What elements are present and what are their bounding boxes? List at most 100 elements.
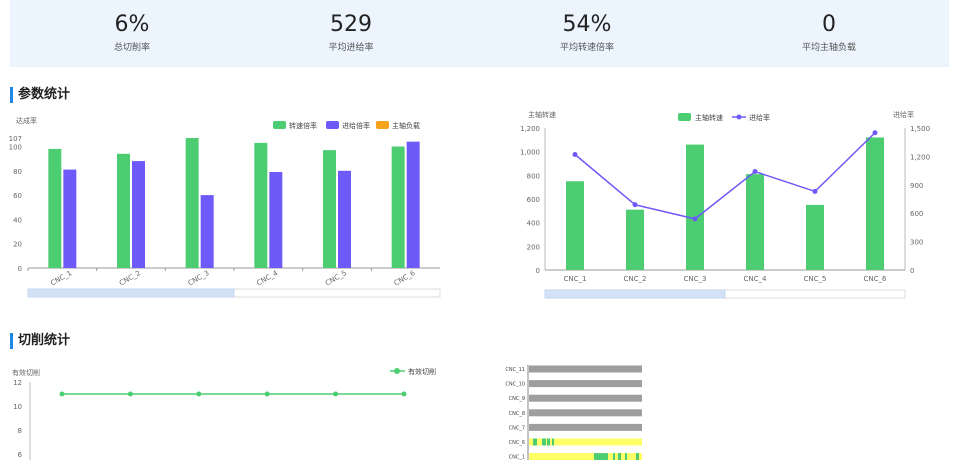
y-tick-label-left: 200 xyxy=(527,243,540,251)
section-title-cutting: 切削统计 xyxy=(10,333,70,349)
point-feed-rate xyxy=(812,188,818,194)
x-tick-label: CNC_6 xyxy=(864,275,888,283)
y-tick-label: 107 xyxy=(9,135,22,143)
x-tick-label: CNC_2 xyxy=(118,269,142,287)
datazoom-handle xyxy=(27,288,235,298)
status-bar xyxy=(529,365,642,373)
x-tick-label: CNC_2 xyxy=(624,275,647,283)
status-bar xyxy=(529,438,642,446)
y-tick-label: 80 xyxy=(13,168,22,176)
y-tick-label: CNC_6 xyxy=(509,440,525,446)
x-tick-label: CNC_4 xyxy=(255,269,279,288)
x-tick-label: CNC_5 xyxy=(324,269,348,287)
kpi-label: 平均转速倍率 xyxy=(559,43,614,53)
point-effective-cutting xyxy=(59,391,65,397)
y-tick-label: 10 xyxy=(13,403,22,411)
status-segment-running xyxy=(636,453,639,460)
legend-marker xyxy=(736,114,742,120)
kpi-value: 529 xyxy=(330,12,372,37)
y-tick-label: 100 xyxy=(9,144,22,152)
point-effective-cutting xyxy=(264,391,270,397)
bar-speed-override xyxy=(185,138,199,268)
y-tick-label-left: 1,000 xyxy=(520,149,540,157)
point-feed-rate xyxy=(752,169,758,175)
status-segment-running xyxy=(547,438,550,446)
y-axis-title-right: 进给率 xyxy=(893,110,914,119)
x-tick-label: CNC_3 xyxy=(187,269,211,287)
kpi-value: 0 xyxy=(822,12,836,37)
x-tick-label: CNC_5 xyxy=(804,275,827,283)
y-tick-label: 20 xyxy=(13,241,22,249)
kpi-label: 总切削率 xyxy=(113,43,150,53)
legend-label: 有效切削 xyxy=(408,367,436,376)
y-tick-label: CNC_1 xyxy=(509,455,525,460)
legend-marker xyxy=(394,368,400,374)
bar-spindle-speed xyxy=(746,174,764,270)
status-bar xyxy=(529,453,642,460)
y-axis-title-left: 主轴转速 xyxy=(528,110,556,119)
bar-feed-override xyxy=(63,169,77,268)
status-segment-running xyxy=(552,438,554,446)
line-feed-rate xyxy=(574,132,876,220)
status-segment-running xyxy=(618,453,621,460)
status-bar xyxy=(529,394,642,402)
y-tick-label: CNC_8 xyxy=(509,411,525,417)
y-tick-label-left: 1,200 xyxy=(520,125,540,133)
bar-speed-override xyxy=(391,146,405,268)
legend-label: 主轴负载 xyxy=(392,121,420,130)
bar-speed-override xyxy=(254,142,268,268)
x-tick-label: CNC_3 xyxy=(684,275,707,283)
y-tick-label-left: 0 xyxy=(536,267,540,275)
y-tick-label-left: 400 xyxy=(527,220,540,228)
point-feed-rate xyxy=(692,216,698,222)
datazoom-handle xyxy=(544,289,726,299)
y-axis-title: 达成率 xyxy=(16,116,37,125)
y-tick-label-left: 800 xyxy=(527,172,540,180)
x-tick-label: CNC_6 xyxy=(393,269,417,288)
status-bar xyxy=(529,380,642,388)
point-effective-cutting xyxy=(401,391,407,397)
kpi-value: 54% xyxy=(562,12,612,37)
x-tick-label: CNC_4 xyxy=(744,275,768,283)
legend-swatch xyxy=(273,121,286,129)
section-title-params: 参数统计 xyxy=(10,87,70,103)
bar-spindle-speed xyxy=(866,137,884,270)
point-feed-rate xyxy=(872,130,878,136)
bar-spindle-speed xyxy=(806,204,824,270)
legend-label: 转速倍率 xyxy=(289,121,317,130)
bar-speed-override xyxy=(48,148,62,268)
legend-label: 进给倍率 xyxy=(342,121,370,130)
bar-feed-override xyxy=(132,161,145,268)
kpi-label: 平均主轴负载 xyxy=(801,43,856,53)
bar-feed-override xyxy=(338,170,351,268)
point-feed-rate xyxy=(632,202,638,208)
y-tick-label-right: 1,200 xyxy=(910,153,930,161)
y-tick-label: 6 xyxy=(18,451,23,459)
y-tick-label-right: 300 xyxy=(910,239,923,247)
y-tick-label: 8 xyxy=(18,427,22,435)
legend-swatch xyxy=(678,113,691,121)
spindle-feed-chart[interactable]: 主轴转速 进给率 0 200 400 600 800 1,000 1,200 0 300 600 900… xyxy=(500,108,940,308)
point-effective-cutting xyxy=(127,391,133,397)
y-tick-label: CNC_9 xyxy=(509,396,525,402)
status-bar xyxy=(529,409,642,417)
legend-label: 进给率 xyxy=(749,113,770,122)
bar-speed-override xyxy=(117,153,130,268)
y-axis-title: 有效切削 xyxy=(12,368,40,377)
y-tick-label-left: 600 xyxy=(527,196,540,204)
y-tick-label: CNC_10 xyxy=(505,382,525,388)
status-segment-running xyxy=(542,438,546,446)
y-tick-label-right: 900 xyxy=(910,182,923,190)
bar-speed-override xyxy=(323,150,336,268)
y-tick-label: CNC_7 xyxy=(509,425,525,431)
kpi-label: 平均进给率 xyxy=(328,43,374,53)
machine-status-chart[interactable]: CNC_11 CNC_10 CNC_9 CNC_8 CNC_7 CNC_6 CNC_1 xyxy=(495,362,655,460)
status-segment-running xyxy=(613,453,615,460)
point-effective-cutting xyxy=(196,391,202,397)
bar-feed-override xyxy=(200,195,214,268)
effective-cutting-chart[interactable]: 有效切削 6 8 10 12 有效切削 xyxy=(0,362,460,460)
y-tick-label-right: 0 xyxy=(910,267,914,275)
status-segment-running xyxy=(594,453,608,460)
y-tick-label: CNC_11 xyxy=(505,367,525,373)
